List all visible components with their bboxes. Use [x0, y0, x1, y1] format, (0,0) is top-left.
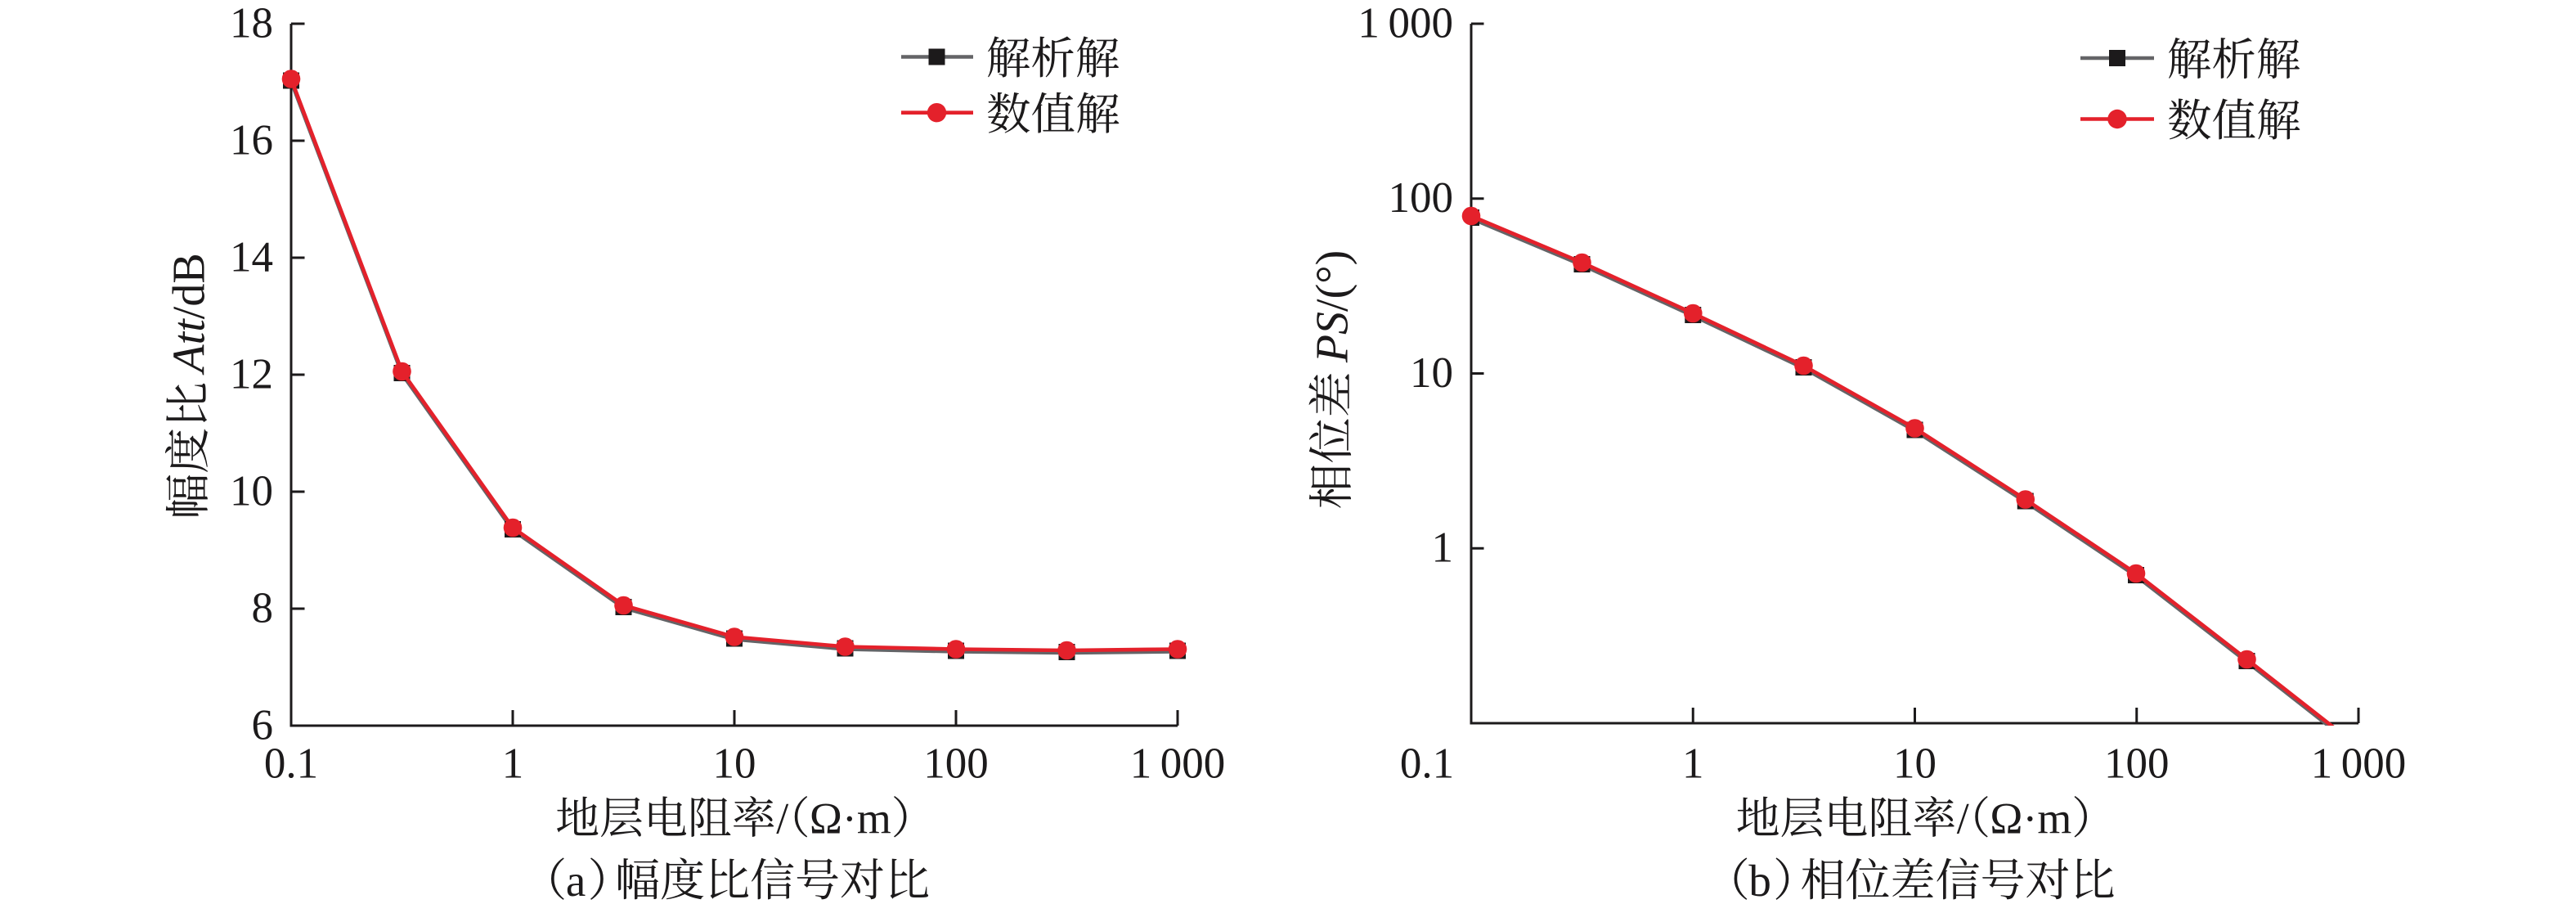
svg-text:1: 1	[502, 740, 524, 788]
svg-text:16: 16	[230, 116, 273, 164]
svg-text:12: 12	[230, 350, 273, 398]
svg-text:0.1: 0.1	[264, 740, 318, 788]
svg-text:PS: PS	[1308, 312, 1358, 363]
svg-text:Ω·m: Ω·m	[810, 794, 891, 843]
svg-text:10: 10	[1893, 740, 1936, 788]
svg-text:/dB: /dB	[164, 253, 215, 319]
svg-text:10: 10	[713, 740, 756, 788]
svg-text:1: 1	[1432, 524, 1454, 572]
svg-text:1 000: 1 000	[2311, 740, 2407, 788]
svg-text:6: 6	[252, 701, 274, 749]
svg-text:1: 1	[1682, 740, 1704, 788]
svg-text:10: 10	[1410, 349, 1453, 397]
svg-text:0.1: 0.1	[1400, 740, 1454, 788]
svg-text:1 000: 1 000	[1358, 0, 1453, 47]
svg-text:/: /	[1957, 794, 1969, 843]
svg-text:100: 100	[1389, 174, 1454, 222]
svg-text:Att: Att	[164, 318, 215, 376]
svg-text:b: b	[1748, 856, 1771, 904]
svg-text:8: 8	[252, 584, 274, 632]
svg-text:1 000: 1 000	[1130, 740, 1226, 788]
svg-text:14: 14	[230, 233, 273, 281]
svg-text:a: a	[566, 856, 586, 904]
svg-text:18: 18	[230, 0, 273, 47]
svg-text:/: /	[776, 794, 788, 843]
svg-text:10: 10	[230, 467, 273, 515]
svg-text:100: 100	[2104, 740, 2170, 788]
svg-text:100: 100	[923, 740, 989, 788]
svg-text:Ω·m: Ω·m	[1990, 794, 2071, 843]
svg-text:/(°): /(°)	[1308, 250, 1358, 312]
